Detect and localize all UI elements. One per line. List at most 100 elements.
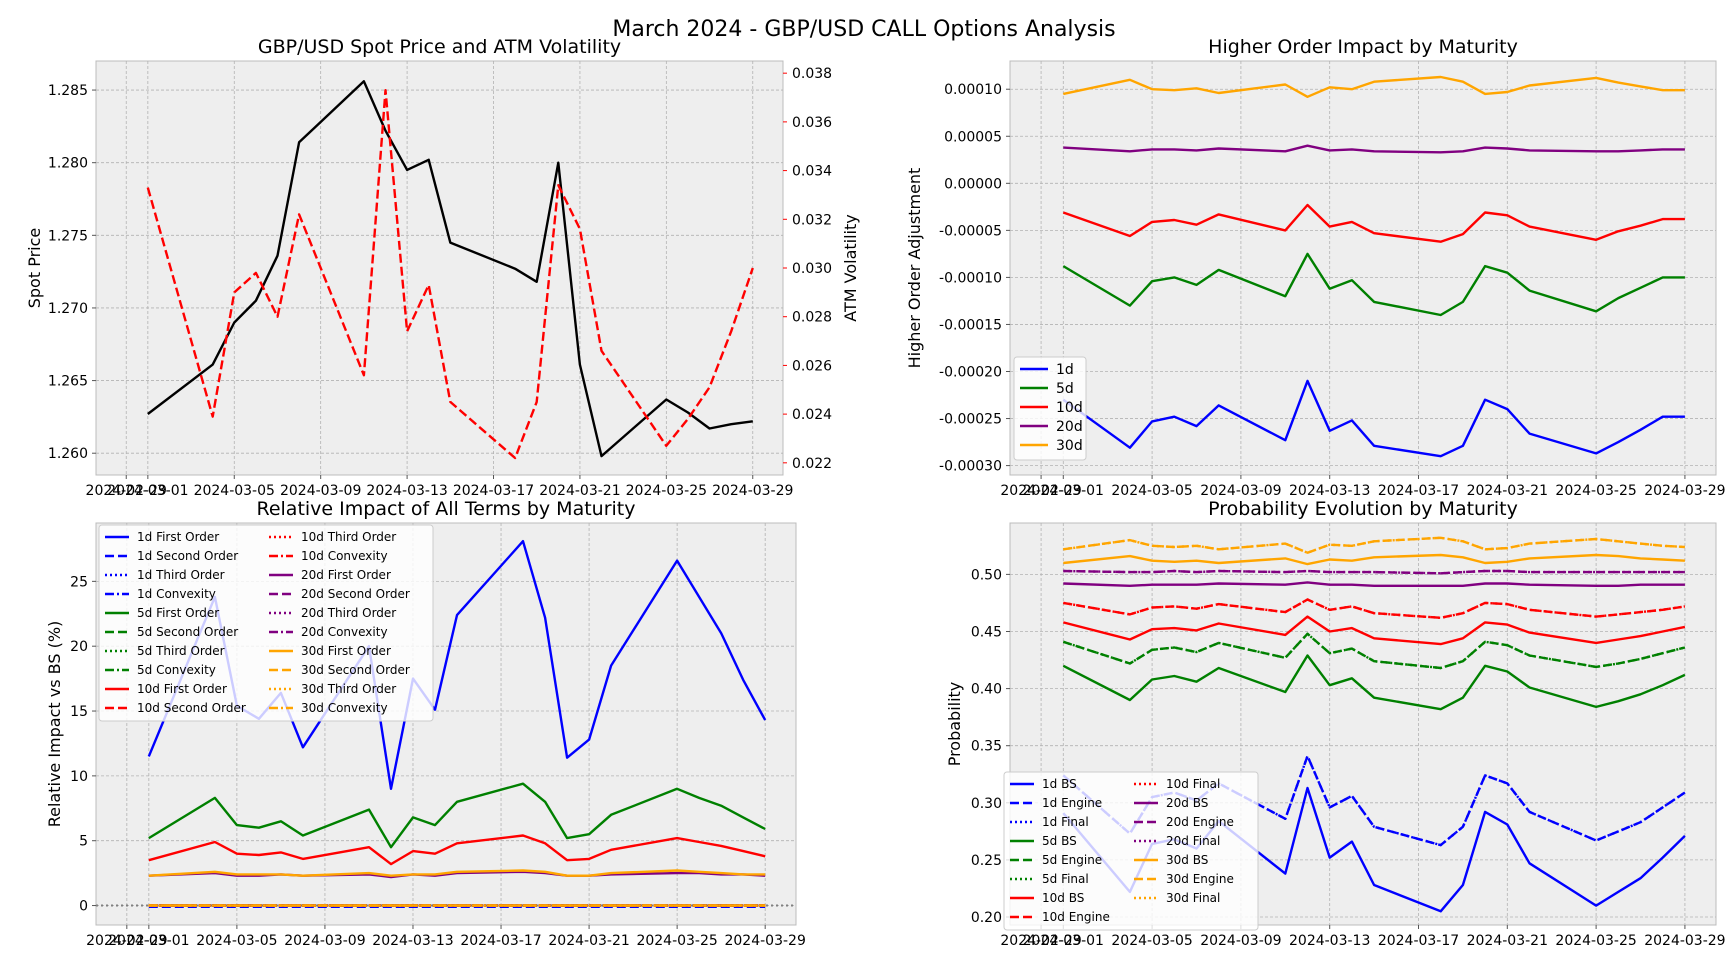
legend-label: 20d Third Order	[301, 606, 396, 620]
y-tick-label: 1.275	[48, 228, 88, 244]
x-tick-label: 2024-03-29	[1644, 483, 1725, 499]
plot-area	[95, 60, 784, 476]
legend-label: 20d Final	[1166, 834, 1220, 848]
y-tick-label: 1.280	[48, 156, 88, 172]
y-tick-label: 0.00000	[944, 176, 1002, 192]
legend-label: 5d	[1056, 381, 1074, 397]
series-line-20d-bs	[1063, 581, 1685, 587]
legend-label: 1d Second Order	[137, 549, 238, 563]
series-line-5d-first-order	[148, 782, 766, 849]
y-tick-label: -0.00015	[939, 317, 1002, 333]
series-line-atm-vol	[146, 88, 754, 460]
legend-label: 20d Engine	[1166, 815, 1234, 829]
legend-label: 1d BS	[1042, 777, 1077, 791]
legend-label: 30d Third Order	[301, 682, 396, 696]
y-tick-label: 0.40	[971, 682, 1002, 698]
y2-tick-label: 0.034	[792, 164, 832, 180]
legend-label: 30d Second Order	[301, 663, 410, 677]
x-tick-label: 2024-03-17	[453, 483, 534, 499]
legend: 1d BS 1d Engine 1d Final 5d BS 5d Engine 5d F…	[1003, 771, 1259, 931]
x-tick-label: 2024-02-29	[1000, 933, 1081, 949]
y2-tick-label: 0.030	[792, 261, 832, 277]
legend-label: 5d Convexity	[137, 663, 216, 677]
series-line-10d	[1062, 203, 1685, 243]
legend-label: 30d Final	[1166, 891, 1220, 905]
legend-label: 30d First Order	[301, 644, 391, 658]
y-tick-label: 0.25	[971, 853, 1002, 869]
x-tick-label: 2024-03-09	[1200, 483, 1281, 499]
panel-title: GBP/USD Spot Price and ATM Volatility	[258, 36, 621, 58]
y-tick-label: 1.270	[48, 301, 88, 317]
series-line-5d-final	[1062, 632, 1686, 670]
x-tick-label: 2024-03-13	[1289, 483, 1370, 499]
x-tick-label: 2024-03-01	[107, 483, 188, 499]
y-tick-label: -0.00025	[939, 412, 1002, 428]
x-tick-label: 2024-03-01	[1023, 933, 1104, 949]
legend-box	[1013, 356, 1087, 461]
legend-label: 20d Second Order	[301, 587, 410, 601]
legend-box	[1003, 771, 1259, 931]
legend-label: 20d BS	[1166, 796, 1208, 810]
legend: 1d 5d 10d 20d 30d	[1013, 356, 1087, 461]
series-line-10d-first-order	[148, 834, 766, 866]
legend-label: 10d	[1056, 400, 1083, 416]
y-tick-label: 15	[70, 704, 88, 720]
x-tick-label: 2024-02-29	[86, 483, 167, 499]
legend-label: 20d First Order	[301, 568, 391, 582]
legend-label: 1d	[1056, 362, 1074, 378]
legend-label: 5d BS	[1042, 834, 1077, 848]
y2-tick-label: 0.022	[792, 456, 832, 472]
x-tick-label: 2024-03-25	[636, 933, 717, 949]
x-tick-label: 2024-03-13	[372, 933, 453, 949]
x-tick-label: 2024-03-05	[196, 933, 277, 949]
x-tick-label: 2024-03-21	[548, 933, 629, 949]
x-tick-label: 2024-03-09	[280, 483, 361, 499]
y-axis-label: Relative Impact vs BS (%)	[45, 621, 64, 828]
legend-label: 1d Convexity	[137, 587, 216, 601]
y-tick-label: 0.30	[971, 796, 1002, 812]
legend-label: 5d Engine	[1042, 853, 1102, 867]
legend-label: 1d First Order	[137, 530, 219, 544]
legend-label: 30d BS	[1166, 853, 1208, 867]
x-tick-label: 2024-03-05	[1111, 483, 1192, 499]
y-tick-label: -0.00005	[939, 223, 1002, 239]
x-tick-label: 2024-03-01	[1023, 483, 1104, 499]
series-line-1d	[1062, 379, 1685, 458]
x-tick-label: 2024-03-17	[1378, 483, 1459, 499]
x-tick-label: 2024-03-13	[366, 483, 447, 499]
legend-label: 5d Final	[1042, 872, 1089, 886]
x-tick-label: 2024-03-29	[724, 933, 805, 949]
series-line-5d-engine	[1062, 632, 1686, 670]
x-tick-label: 2024-03-25	[1555, 933, 1636, 949]
y2-tick-label: 0.028	[792, 310, 832, 326]
y-tick-label: 0.35	[971, 739, 1002, 755]
x-tick-label: 2024-03-29	[712, 483, 793, 499]
series-line-10d-bs	[1063, 615, 1686, 646]
y2-axis-label: ATM Volatility	[841, 214, 860, 321]
legend-label: 5d Second Order	[137, 625, 238, 639]
x-tick-label: 2024-03-25	[1555, 483, 1636, 499]
series-line-20d-final	[1063, 569, 1685, 575]
series-line-30d	[1063, 75, 1685, 99]
y-tick-label: 10	[70, 769, 88, 785]
x-tick-label: 2024-03-09	[1200, 933, 1281, 949]
series-line-20d-engine	[1063, 569, 1685, 575]
x-tick-label: 2024-03-29	[1644, 933, 1725, 949]
panel-title: Higher Order Impact by Maturity	[1208, 36, 1518, 58]
x-tick-label: 2024-03-17	[460, 933, 541, 949]
x-tick-label: 2024-03-09	[284, 933, 365, 949]
y-tick-label: 0.45	[971, 624, 1002, 640]
legend-label: 10d Engine	[1042, 910, 1110, 924]
y2-tick-label: 0.024	[792, 407, 832, 423]
y2-tick-label: 0.036	[792, 115, 832, 131]
legend-label: 1d Final	[1042, 815, 1089, 829]
y-tick-label: 1.265	[48, 374, 88, 390]
y-tick-label: 1.285	[48, 83, 88, 99]
y-tick-label: -0.00010	[939, 270, 1002, 286]
x-tick-label: 2024-03-05	[194, 483, 275, 499]
y2-tick-label: 0.038	[792, 66, 832, 82]
x-tick-label: 2024-03-21	[1467, 483, 1548, 499]
